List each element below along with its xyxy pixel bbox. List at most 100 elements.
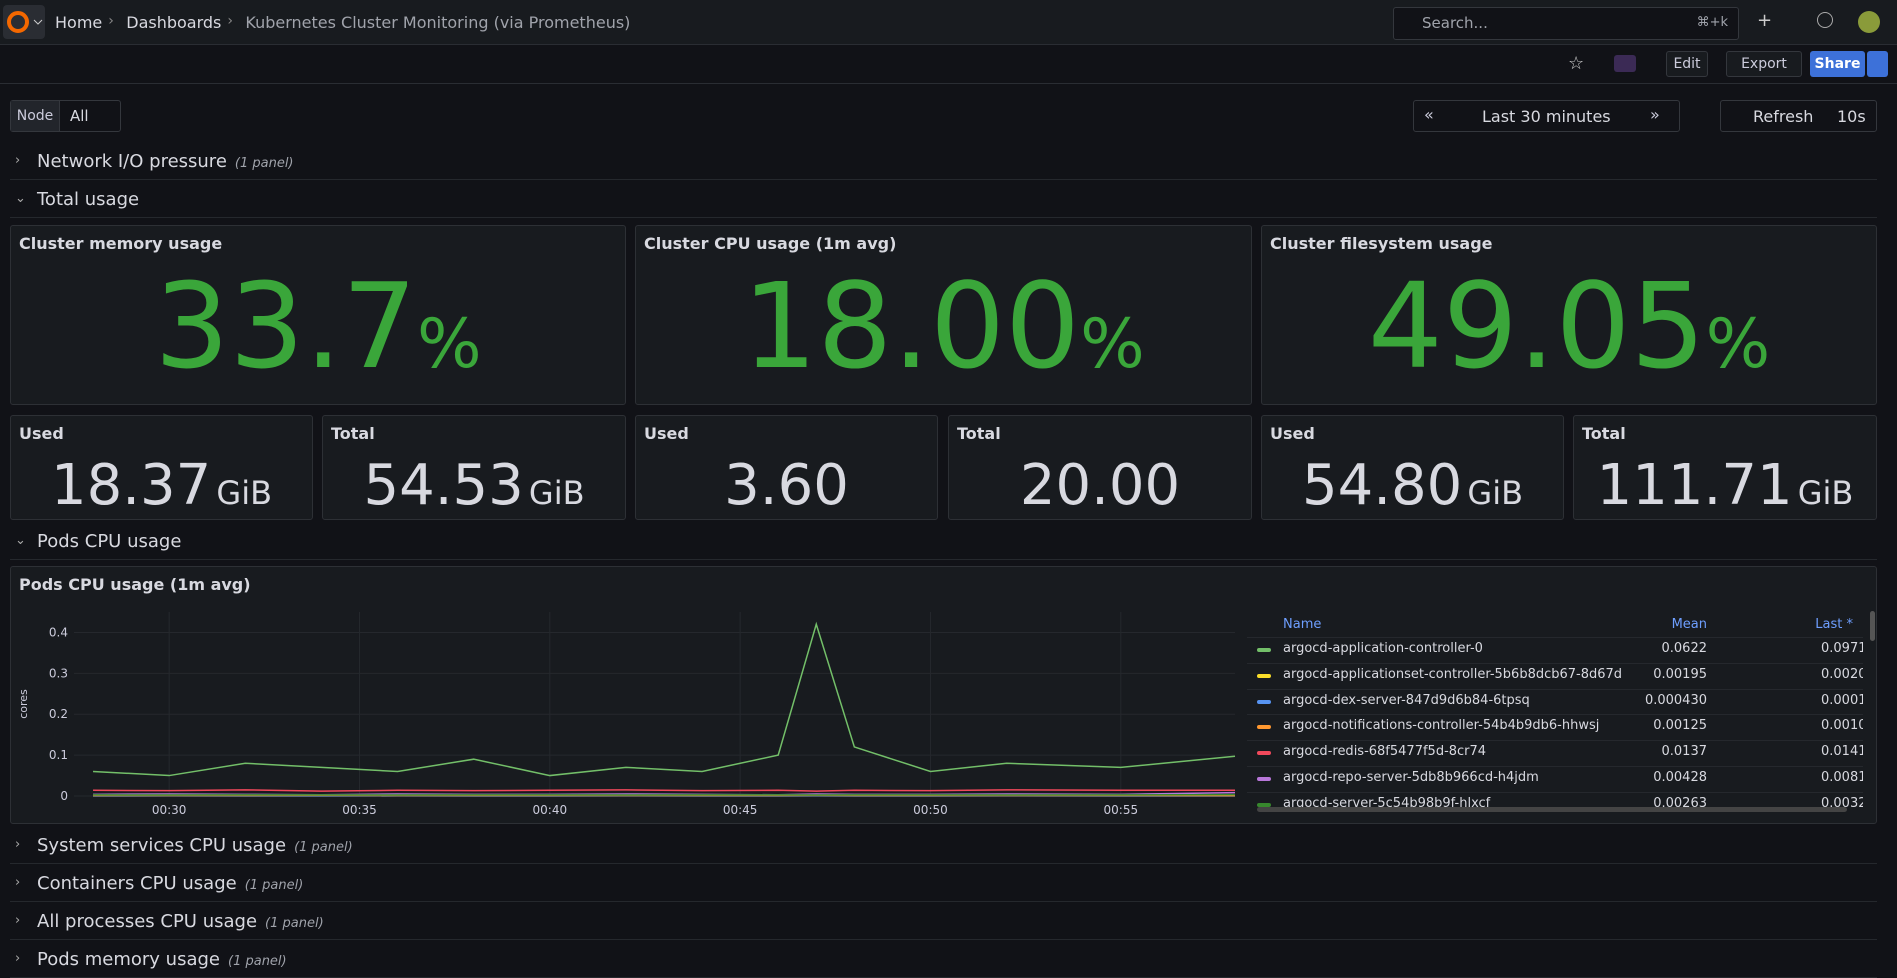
- add-button[interactable]: +: [1757, 10, 1772, 31]
- row-chevron[interactable]: ⌄: [15, 191, 26, 206]
- legend-name[interactable]: argocd-repo-server-5db8b966cd-h4jdm: [1283, 770, 1539, 785]
- legend-header[interactable]: Mean: [1672, 617, 1707, 632]
- row-title[interactable]: System services CPU usage: [37, 835, 286, 856]
- variable-label: Node: [11, 101, 60, 131]
- panel-title: Cluster memory usage: [19, 234, 222, 253]
- row-divider: [10, 901, 1877, 902]
- time-picker[interactable]: Last 30 minutes « »: [1413, 100, 1680, 132]
- legend-name[interactable]: argocd-dex-server-847d9d6b84-6tpsq: [1283, 693, 1530, 708]
- legend-row-divider: [1247, 792, 1863, 793]
- edit-button[interactable]: Edit: [1666, 51, 1708, 77]
- time-range[interactable]: Last 30 minutes: [1482, 107, 1611, 126]
- stat-unit: GiB: [216, 474, 272, 512]
- row-divider: [10, 863, 1877, 864]
- row-title[interactable]: All processes CPU usage: [37, 911, 257, 932]
- row-title[interactable]: Total usage: [37, 189, 139, 210]
- legend-mean: 0.00428: [1653, 770, 1707, 785]
- y-axis-label: cores: [17, 689, 30, 719]
- share-button[interactable]: Share: [1810, 51, 1865, 77]
- x-tick-label: 00:30: [152, 803, 187, 817]
- legend-swatch: [1257, 648, 1271, 652]
- legend-row-divider: [1247, 766, 1863, 767]
- share-dropdown[interactable]: [1867, 51, 1888, 77]
- logo[interactable]: [3, 5, 45, 39]
- row-divider: [10, 179, 1877, 180]
- row-chevron[interactable]: ›: [15, 153, 20, 168]
- scrollbar: [1870, 611, 1875, 641]
- legend-header[interactable]: Name: [1283, 617, 1321, 632]
- legend-swatch: [1257, 751, 1271, 755]
- stat-panel: Cluster CPU usage (1m avg) 18.00%: [635, 225, 1252, 405]
- variable[interactable]: Node All: [10, 100, 121, 132]
- separator: ›: [227, 13, 233, 29]
- search-box[interactable]: Search...⌘+k: [1393, 7, 1739, 40]
- stat-value: 20.00: [949, 446, 1251, 520]
- row-title[interactable]: Pods memory usage: [37, 949, 220, 970]
- legend-last: 0.00201: [1821, 667, 1863, 682]
- row-chevron[interactable]: ›: [15, 875, 20, 890]
- row-chevron[interactable]: ›: [15, 951, 20, 966]
- stat-number: 3.60: [724, 453, 849, 518]
- refresh-interval[interactable]: 10s: [1837, 107, 1866, 126]
- legend-name[interactable]: argocd-redis-68f5477f5d-8cr74: [1283, 744, 1486, 759]
- legend-swatch: [1257, 725, 1271, 729]
- refresh[interactable]: Refresh 10s: [1720, 100, 1877, 132]
- legend-last: 0.000195: [1821, 693, 1863, 708]
- row-chevron[interactable]: ⌄: [15, 533, 26, 548]
- panel-title: Cluster CPU usage (1m avg): [644, 234, 896, 253]
- legend-last: 0.0971: [1821, 641, 1863, 656]
- series-line: [93, 790, 1235, 791]
- x-tick-label: 00:45: [723, 803, 758, 817]
- export-button[interactable]: Export: [1726, 51, 1802, 77]
- stat-value: 49.05%: [1262, 256, 1876, 405]
- stat-value: 3.60: [636, 446, 937, 520]
- stat-panel: Total 20.00: [948, 415, 1252, 520]
- time-back[interactable]: «: [1424, 105, 1434, 124]
- shortcut: ⌘+k: [1697, 15, 1728, 30]
- breadcrumb[interactable]: Home: [55, 13, 102, 32]
- row-title[interactable]: Network I/O pressure: [37, 151, 227, 172]
- star[interactable]: ☆: [1568, 53, 1584, 74]
- legend-name[interactable]: argocd-applicationset-controller-5b6b8dc…: [1283, 667, 1622, 682]
- legend-mean: 0.00195: [1653, 667, 1707, 682]
- stat-number: 20.00: [1020, 453, 1180, 518]
- row-chevron[interactable]: ›: [15, 913, 20, 928]
- legend-last: 0.00815: [1821, 770, 1863, 785]
- row-note: (1 panel): [265, 916, 324, 931]
- panel-title: Total: [957, 424, 1001, 443]
- row-chevron[interactable]: ›: [15, 837, 20, 852]
- avatar[interactable]: [1858, 11, 1880, 33]
- help-button[interactable]: [1817, 12, 1833, 28]
- y-tick-label: 0.1: [49, 748, 68, 762]
- stat-value: 111.71 GiB: [1574, 446, 1876, 520]
- refresh-label[interactable]: Refresh: [1753, 107, 1813, 126]
- time-forward[interactable]: »: [1650, 105, 1660, 124]
- stat-value: 54.80 GiB: [1262, 446, 1563, 520]
- row-divider: [10, 559, 1877, 560]
- row-divider: [10, 939, 1877, 940]
- legend-name[interactable]: argocd-notifications-controller-54b4b9db…: [1283, 718, 1599, 733]
- stat-number: 49.05: [1368, 257, 1706, 395]
- row-title[interactable]: Containers CPU usage: [37, 873, 237, 894]
- row-title[interactable]: Pods CPU usage: [37, 531, 181, 552]
- variable-value: All: [70, 107, 89, 125]
- panel-title: Used: [1270, 424, 1315, 443]
- legend-row-divider: [1247, 689, 1863, 690]
- legend-header[interactable]: Last *: [1815, 617, 1853, 632]
- breadcrumb[interactable]: Dashboards: [126, 13, 221, 32]
- stat-value: 18.00%: [636, 256, 1251, 405]
- legend-swatch: [1257, 700, 1271, 704]
- h-scrollbar: [1257, 807, 1847, 812]
- toolbar: [0, 44, 1897, 84]
- row-note: (1 panel): [245, 878, 304, 893]
- share-icon[interactable]: [1614, 55, 1636, 72]
- legend-name[interactable]: argocd-application-controller-0: [1283, 641, 1483, 656]
- stat-number: 33.7: [154, 257, 417, 395]
- legend-table: Name Mean Last * argocd-application-control…: [1247, 607, 1863, 813]
- export-label: Export: [1741, 56, 1787, 72]
